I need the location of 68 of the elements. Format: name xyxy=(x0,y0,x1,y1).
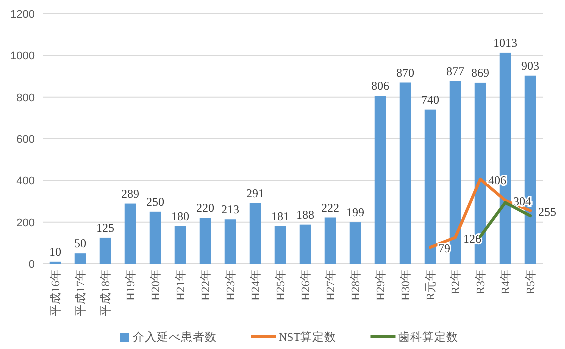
y-tick-label: 200 xyxy=(16,217,35,230)
x-tick-label: H27年 xyxy=(324,269,338,301)
data-label: 869 xyxy=(472,66,490,80)
data-label: 250 xyxy=(146,194,164,209)
data-label: 877 xyxy=(446,64,464,78)
data-label: 79 xyxy=(438,242,450,256)
bar xyxy=(324,218,336,264)
data-label: 1013 xyxy=(494,36,518,50)
bar xyxy=(224,220,236,264)
y-tick-label: 0 xyxy=(28,259,35,271)
bar xyxy=(450,81,462,264)
data-label: 903 xyxy=(522,58,540,73)
bar xyxy=(74,254,86,264)
data-label: 806 xyxy=(372,79,390,94)
data-label: 289 xyxy=(122,186,140,201)
x-tick-label: H26年 xyxy=(300,269,312,301)
x-tick-label: R5年 xyxy=(524,269,538,294)
y-tick-label: 800 xyxy=(16,92,35,104)
bar xyxy=(100,238,112,264)
bar xyxy=(274,226,286,264)
bar xyxy=(200,218,212,264)
y-tick-label: 400 xyxy=(16,176,35,188)
x-tick-label: H21年 xyxy=(174,269,188,301)
bar xyxy=(350,222,362,264)
data-label: 125 xyxy=(96,220,114,235)
x-tick-label: 平成16年 xyxy=(50,269,62,316)
legend-label: NST算定数 xyxy=(279,330,337,344)
bar xyxy=(424,110,436,264)
x-tick-label: H24年 xyxy=(250,269,262,301)
x-tick-label: H23年 xyxy=(224,269,238,301)
bar xyxy=(150,212,162,264)
bar xyxy=(174,226,186,264)
x-tick-label: H20年 xyxy=(150,269,162,301)
bar xyxy=(250,203,262,264)
x-tick-label: H22年 xyxy=(200,269,212,301)
data-label: 181 xyxy=(272,209,290,224)
y-tick-label: 600 xyxy=(16,134,35,146)
x-tick-label: H19年 xyxy=(124,269,138,301)
x-tick-label: H29年 xyxy=(374,269,388,301)
data-label: 740 xyxy=(422,92,440,107)
data-label: 870 xyxy=(396,66,414,80)
data-label: 220 xyxy=(196,201,214,216)
y-tick-label: 1200 xyxy=(10,9,35,21)
x-tick-label: R元年 xyxy=(424,269,438,301)
legend-label: 歯科算定数 xyxy=(398,330,459,344)
x-tick-label: 平成17年 xyxy=(74,269,88,316)
data-label: 213 xyxy=(222,202,240,217)
x-tick-label: H28年 xyxy=(350,269,362,301)
data-label: 188 xyxy=(296,208,314,222)
x-tick-label: H25年 xyxy=(274,269,288,301)
x-tick-label: R3年 xyxy=(474,269,488,294)
data-label: 10 xyxy=(50,244,62,259)
bar xyxy=(400,82,412,264)
data-label: 50 xyxy=(74,236,86,251)
bar xyxy=(300,224,312,264)
y-tick-label: 1000 xyxy=(10,50,35,63)
data-label: 291 xyxy=(246,186,264,200)
data-label: 199 xyxy=(346,206,364,220)
x-tick-label: 平成18年 xyxy=(100,269,112,316)
x-tick-label: H30年 xyxy=(400,269,412,301)
data-label: 222 xyxy=(322,200,340,215)
bar xyxy=(124,204,136,264)
legend-label: 介入延べ患者数 xyxy=(133,330,217,344)
data-label: 255 xyxy=(538,204,556,219)
bar xyxy=(374,96,386,264)
x-tick-label: R2年 xyxy=(450,269,462,294)
x-tick-label: R4年 xyxy=(500,269,512,294)
data-label: 180 xyxy=(172,210,190,224)
